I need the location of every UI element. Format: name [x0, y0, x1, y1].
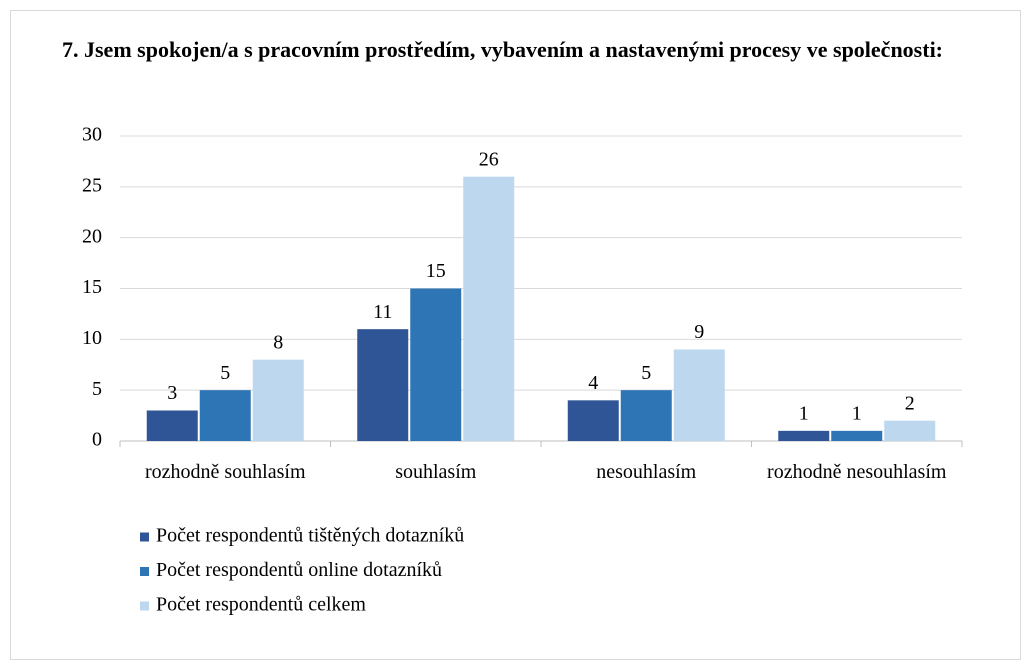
y-tick-label: 25 — [82, 174, 102, 196]
legend-label: Počet respondentů online dotazníků — [156, 559, 442, 581]
data-label: 1 — [799, 402, 809, 424]
bar — [831, 430, 883, 441]
data-label: 4 — [588, 372, 598, 394]
data-label: 11 — [373, 301, 392, 323]
y-tick-label: 20 — [82, 225, 102, 247]
bar — [463, 176, 515, 441]
legend-swatch — [140, 532, 149, 542]
data-label: 26 — [479, 148, 499, 170]
y-tick-label: 30 — [82, 124, 102, 146]
bar — [410, 288, 462, 441]
x-tick-label: souhlasím — [395, 461, 477, 483]
legend-label: Počet respondentů tištěných dotazníků — [156, 525, 464, 547]
x-tick-label: rozhodně nesouhlasím — [767, 461, 947, 483]
chart-title: 7. Jsem spokojen/a s pracovním prostředí… — [62, 37, 944, 62]
data-label: 3 — [167, 382, 177, 404]
bar — [673, 349, 725, 441]
chart-frame — [10, 10, 1021, 660]
data-label: 9 — [694, 321, 704, 343]
data-label: 5 — [220, 362, 230, 384]
data-label: 2 — [905, 392, 915, 414]
y-tick-label: 5 — [92, 378, 102, 400]
legend-swatch — [140, 567, 149, 576]
legend-swatch — [140, 601, 149, 611]
bar — [778, 430, 830, 441]
bar — [620, 390, 672, 441]
data-label: 5 — [641, 362, 651, 384]
bar — [146, 410, 198, 441]
y-tick-label: 0 — [92, 429, 102, 451]
x-tick-label: nesouhlasím — [596, 461, 697, 483]
bar — [252, 359, 304, 441]
x-tick-label: rozhodně souhlasím — [144, 461, 306, 483]
bar — [357, 329, 409, 441]
bar — [199, 390, 251, 441]
bar — [567, 400, 619, 441]
data-label: 1 — [852, 402, 862, 424]
legend-label: Počet respondentů celkem — [156, 594, 366, 616]
y-tick-label: 15 — [82, 276, 102, 298]
y-tick-label: 10 — [82, 327, 102, 349]
data-label: 15 — [426, 260, 446, 282]
bar — [884, 420, 936, 441]
data-label: 8 — [273, 331, 283, 353]
